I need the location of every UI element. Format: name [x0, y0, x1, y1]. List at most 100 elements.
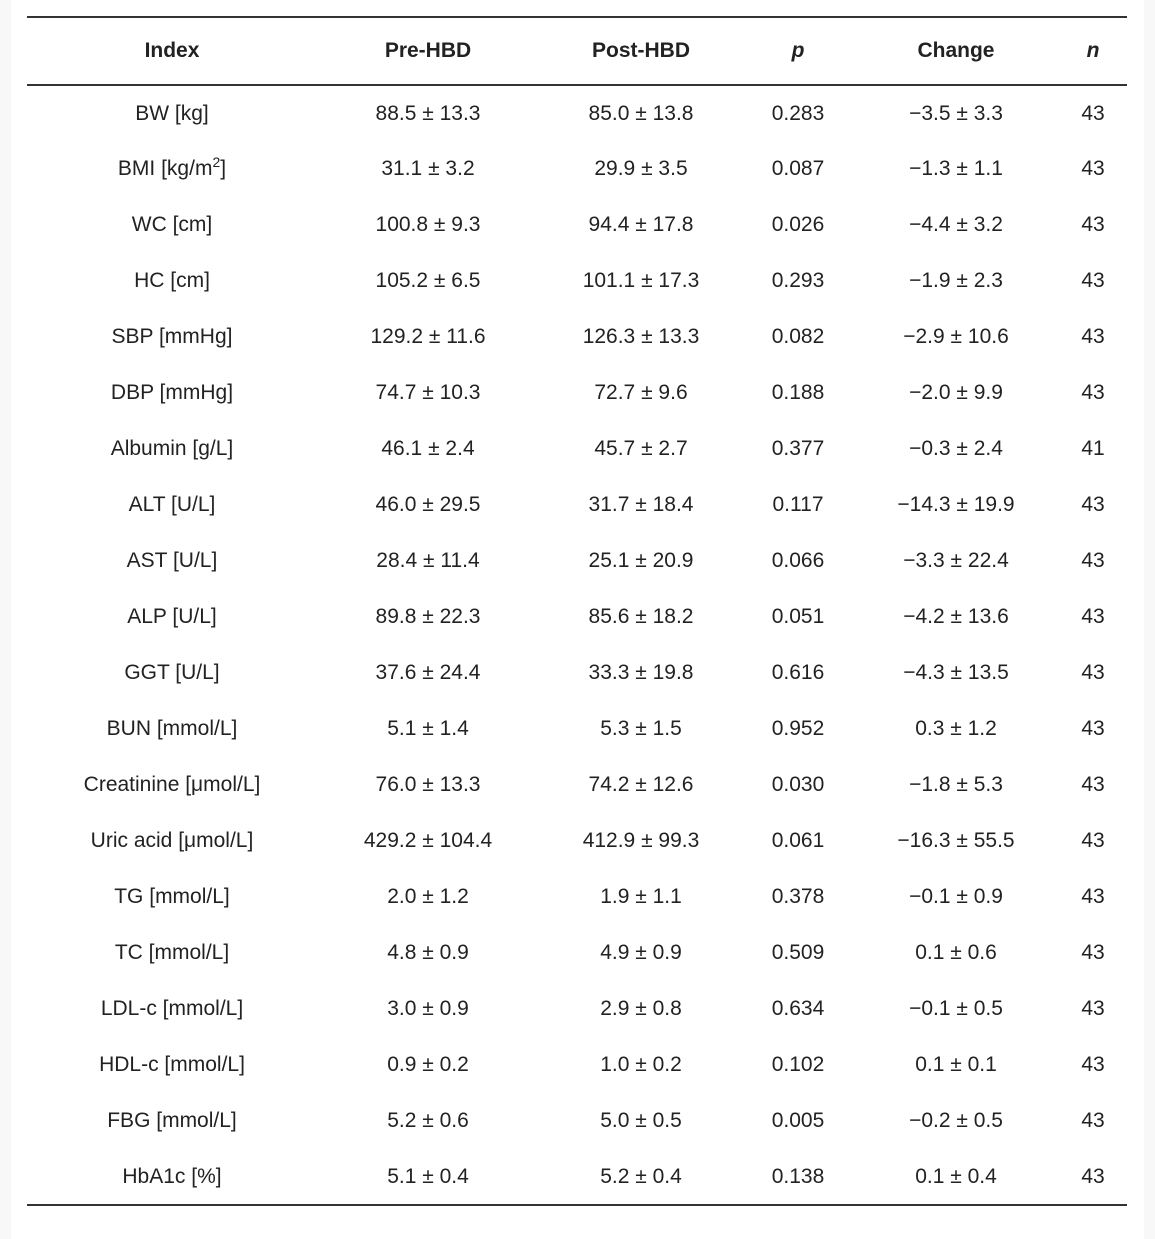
- cell-change: −3.5 ± 3.3: [909, 101, 1003, 125]
- cell-p: 0.952: [771, 717, 825, 740]
- cell-pre-hbd: 100.8 ± 9.3: [375, 213, 481, 236]
- cell-post-hbd: 5.3 ± 1.5: [600, 717, 682, 740]
- cell-change: −14.3 ± 19.9: [897, 493, 1015, 516]
- table-row: BUN [mmol/L] 5.1 ± 1.4 5.3 ± 1.5 0.952 0.3 ±…: [27, 701, 1127, 757]
- cell-n: 43: [1081, 493, 1105, 516]
- table-row: HDL-c [mmol/L] 0.9 ± 0.2 1.0 ± 0.2 0.102 0.1…: [27, 1037, 1127, 1093]
- cell-change: −0.3 ± 2.4: [909, 437, 1003, 460]
- cell-post-hbd: 45.7 ± 2.7: [594, 437, 688, 460]
- header-n: n: [1086, 39, 1100, 62]
- cell-n: 43: [1081, 1053, 1105, 1076]
- cell-p: 0.509: [771, 941, 825, 964]
- cell-n: 43: [1081, 661, 1105, 684]
- cell-n: 43: [1081, 381, 1105, 404]
- cell-p: 0.082: [771, 325, 825, 348]
- cell-n: 43: [1081, 997, 1105, 1020]
- cell-change: −0.1 ± 0.9: [909, 885, 1003, 908]
- cell-p: 0.102: [771, 1053, 825, 1076]
- cell-pre-hbd: 429.2 ± 104.4: [363, 829, 493, 852]
- cell-p: 0.117: [772, 493, 824, 516]
- cell-p: 0.005: [771, 1109, 825, 1132]
- cell-p: 0.188: [771, 381, 825, 404]
- table-row: TG [mmol/L] 2.0 ± 1.2 1.9 ± 1.1 0.378 −0.1 ±…: [27, 869, 1127, 925]
- cell-n: 43: [1081, 269, 1105, 292]
- cell-index: FBG [mmol/L]: [107, 1109, 237, 1132]
- cell-change: −3.3 ± 22.4: [903, 549, 1009, 572]
- cell-n: 43: [1081, 101, 1105, 125]
- cell-change: −0.2 ± 0.5: [909, 1109, 1003, 1132]
- header-row: Index Pre-HBD Post-HBD p Change n: [27, 17, 1127, 85]
- cell-pre-hbd: 2.0 ± 1.2: [387, 885, 469, 908]
- cell-p: 0.293: [771, 269, 825, 292]
- cell-index: TC [mmol/L]: [114, 941, 230, 964]
- table-row: HC [cm] 105.2 ± 6.5 101.1 ± 17.3 0.293 −1.9 …: [27, 253, 1127, 309]
- cell-change: 0.1 ± 0.1: [915, 1053, 997, 1076]
- cell-n: 43: [1081, 549, 1105, 572]
- header-index: Index: [144, 39, 200, 62]
- index-text-end: ]: [220, 157, 227, 180]
- cell-post-hbd: 412.9 ± 99.3: [582, 829, 700, 852]
- cell-post-hbd: 1.9 ± 1.1: [600, 885, 682, 908]
- cell-pre-hbd: 3.0 ± 0.9: [387, 997, 469, 1020]
- cell-index: DBP [mmHg]: [110, 381, 234, 404]
- cell-post-hbd: 5.0 ± 0.5: [600, 1109, 682, 1132]
- cell-change: −4.4 ± 3.2: [909, 213, 1003, 236]
- cell-pre-hbd: 37.6 ± 24.4: [375, 661, 481, 684]
- cell-index: LDL-c [mmol/L]: [100, 997, 244, 1020]
- cell-post-hbd: 31.7 ± 18.4: [588, 493, 694, 516]
- cell-p: 0.066: [771, 549, 825, 572]
- results-table: Index Pre-HBD Post-HBD p Change n BW [kg…: [27, 16, 1127, 1206]
- cell-p: 0.138: [771, 1164, 825, 1188]
- cell-index: ALP [U/L]: [127, 605, 217, 628]
- cell-index: GGT [U/L]: [124, 661, 220, 684]
- cell-pre-hbd: 28.4 ± 11.4: [376, 549, 480, 572]
- cell-index: HbA1c [%]: [122, 1164, 222, 1188]
- cell-pre-hbd: 129.2 ± 11.6: [370, 325, 486, 348]
- cell-post-hbd: 25.1 ± 20.9: [588, 549, 694, 572]
- table-row: HbA1c [%] 5.1 ± 0.4 5.2 ± 0.4 0.138 0.1 ± 0.…: [27, 1149, 1127, 1205]
- cell-pre-hbd: 74.7 ± 10.3: [375, 381, 481, 404]
- cell-n: 41: [1081, 437, 1105, 460]
- table-row: DBP [mmHg] 74.7 ± 10.3 72.7 ± 9.6 0.188 −2.0…: [27, 365, 1127, 421]
- cell-post-hbd: 94.4 ± 17.8: [588, 213, 694, 236]
- cell-p: 0.377: [771, 437, 825, 460]
- table-row: ALT [U/L] 46.0 ± 29.5 31.7 ± 18.4 0.117 −14.…: [27, 477, 1127, 533]
- cell-pre-hbd: 105.2 ± 6.5: [375, 269, 481, 292]
- cell-pre-hbd: 31.1 ± 3.2: [381, 157, 475, 180]
- table-body: BW [kg] 88.5 ± 13.3 85.0 ± 13.8 0.283 −3.5 ±…: [27, 85, 1127, 1205]
- cell-post-hbd: 72.7 ± 9.6: [594, 381, 688, 404]
- table-row: BW [kg] 88.5 ± 13.3 85.0 ± 13.8 0.283 −3.5 ±…: [27, 85, 1127, 141]
- cell-change: −1.8 ± 5.3: [909, 773, 1003, 796]
- cell-n: 43: [1081, 157, 1105, 180]
- cell-n: 43: [1081, 773, 1105, 796]
- cell-post-hbd: 85.6 ± 18.2: [588, 605, 694, 628]
- cell-change: 0.1 ± 0.6: [915, 941, 997, 964]
- cell-n: 43: [1081, 213, 1105, 236]
- cell-post-hbd: 126.3 ± 13.3: [582, 325, 700, 348]
- cell-p: 0.030: [771, 773, 825, 796]
- cell-pre-hbd: 88.5 ± 13.3: [375, 101, 481, 125]
- header-change: Change: [917, 39, 995, 62]
- cell-post-hbd: 2.9 ± 0.8: [600, 997, 682, 1020]
- cell-index: Creatinine [μmol/L]: [83, 773, 261, 796]
- table-row: SBP [mmHg] 129.2 ± 11.6 126.3 ± 13.3 0.082 −…: [27, 309, 1127, 365]
- cell-post-hbd: 1.0 ± 0.2: [600, 1053, 682, 1076]
- cell-post-hbd: 101.1 ± 17.3: [582, 269, 700, 292]
- cell-pre-hbd: 89.8 ± 22.3: [375, 605, 481, 628]
- cell-pre-hbd: 4.8 ± 0.9: [387, 941, 469, 964]
- cell-post-hbd: 74.2 ± 12.6: [588, 773, 694, 796]
- cell-change: −0.1 ± 0.5: [909, 997, 1003, 1020]
- cell-p: 0.283: [771, 101, 825, 125]
- cell-index: BW [kg]: [135, 101, 209, 125]
- cell-index: AST [U/L]: [126, 549, 218, 572]
- cell-pre-hbd: 76.0 ± 13.3: [375, 773, 481, 796]
- table-row: AST [U/L] 28.4 ± 11.4 25.1 ± 20.9 0.066 −3.3…: [27, 533, 1127, 589]
- cell-post-hbd: 33.3 ± 19.8: [588, 661, 694, 684]
- table-row: GGT [U/L] 37.6 ± 24.4 33.3 ± 19.8 0.616 −4.3…: [27, 645, 1127, 701]
- cell-pre-hbd: 5.1 ± 1.4: [387, 717, 469, 740]
- cell-n: 43: [1081, 829, 1105, 852]
- cell-post-hbd: 5.2 ± 0.4: [600, 1164, 682, 1188]
- cell-n: 43: [1081, 717, 1105, 740]
- cell-pre-hbd: 5.2 ± 0.6: [387, 1109, 469, 1132]
- cell-p: 0.061: [771, 829, 825, 852]
